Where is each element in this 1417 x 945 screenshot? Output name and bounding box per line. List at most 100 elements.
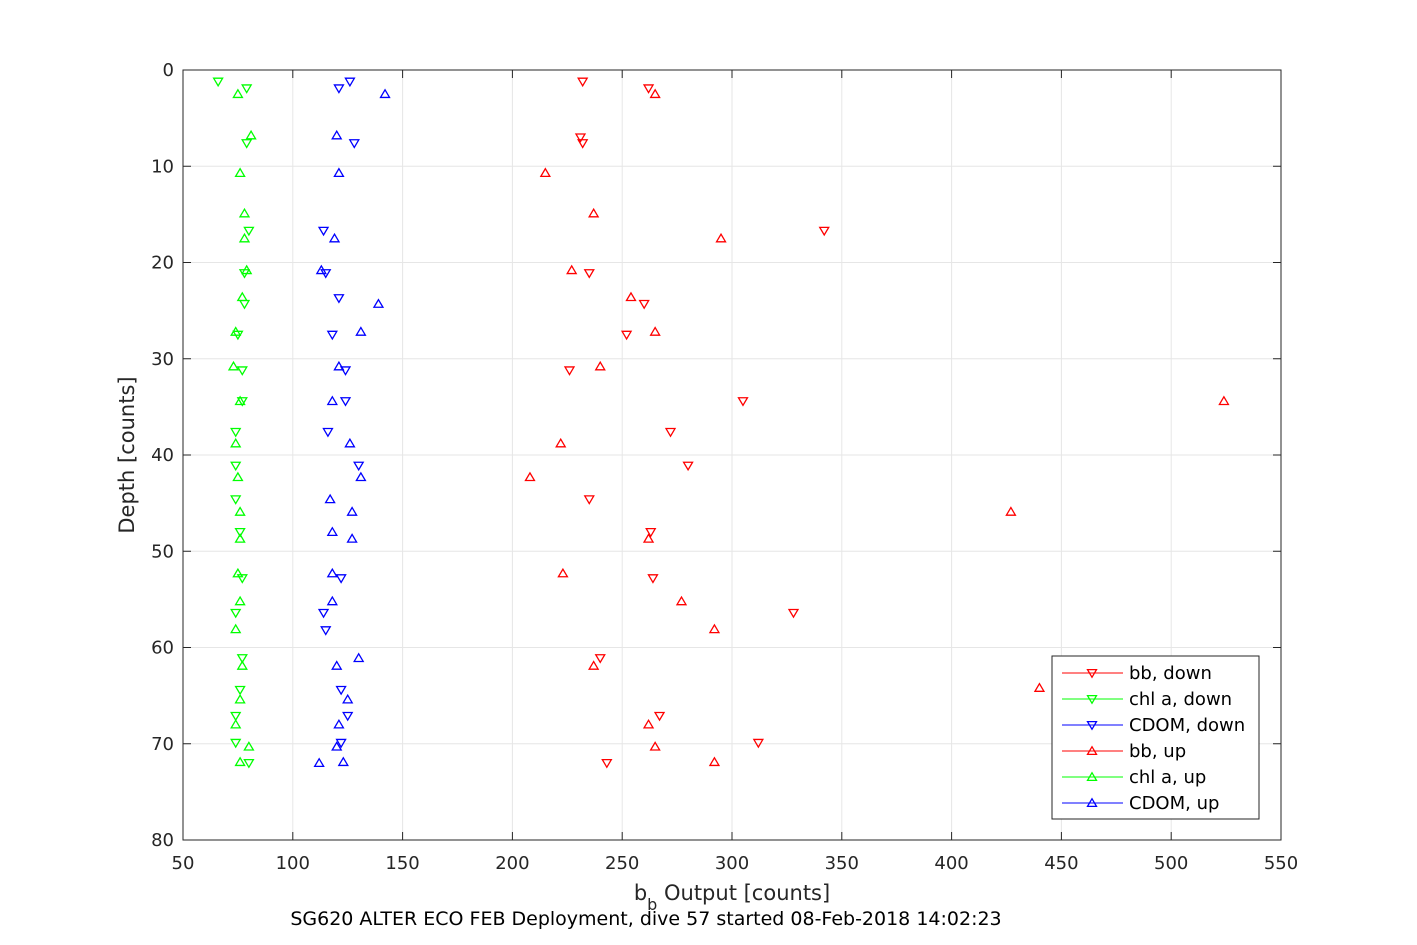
y-tick-label: 20: [151, 253, 174, 274]
marker-bb-down: [787, 608, 800, 619]
marker-cdom-up: [326, 395, 338, 406]
marker-chl-a-up: [234, 595, 246, 606]
marker-bb-down: [563, 366, 576, 376]
y-tick-label: 30: [151, 349, 174, 370]
marker-bb-up: [588, 207, 600, 218]
x-tick-label: 150: [385, 853, 419, 874]
legend-marker-cdom-up: [1086, 797, 1098, 808]
marker-cdom-up: [342, 693, 354, 704]
marker-chl-a-down: [230, 461, 242, 472]
marker-cdom-down: [320, 626, 332, 636]
marker-chl-a-down: [243, 758, 255, 769]
x-tick-label: 500: [1154, 853, 1188, 874]
marker-cdom-up: [346, 506, 358, 516]
marker-bb-up: [594, 360, 606, 371]
legend-marker-chl-a-up: [1086, 771, 1098, 782]
y-tick-label: 60: [151, 638, 174, 659]
marker-chl-a-down: [230, 495, 242, 505]
marker-bb-down: [642, 84, 655, 94]
x-tick-label: 300: [715, 853, 749, 874]
marker-bb-up: [539, 167, 551, 178]
legend-marker-bb-up: [1086, 745, 1098, 756]
axes: 50 100 150 200 250 300 350 400 450 500 550 0 10 20 30 4…: [151, 60, 1298, 874]
marker-chl-a-up: [236, 660, 248, 670]
marker-cdom-up: [313, 757, 325, 768]
marker-cdom-up: [355, 471, 367, 482]
marker-cdom-up: [333, 167, 345, 178]
marker-cdom-up: [372, 298, 385, 308]
marker-chl-a-up: [232, 567, 244, 578]
marker-bb-up: [588, 660, 600, 670]
marker-bb-down: [583, 269, 595, 279]
x-tick-label: 200: [495, 853, 529, 874]
legend-label-bb-up: bb, up: [1129, 741, 1186, 762]
legend-label-bb-down: bb, down: [1129, 663, 1212, 684]
legend-label-chl-a-up: chl a, up: [1129, 767, 1206, 788]
x-tick-label: 400: [934, 853, 968, 874]
marker-cdom-down: [335, 574, 347, 584]
marker-cdom-up: [379, 88, 391, 99]
marker-cdom-up: [326, 595, 338, 606]
marker-cdom-up: [337, 756, 349, 767]
marker-cdom-up: [326, 567, 338, 578]
marker-cdom-up: [333, 718, 345, 729]
legend-box: [1051, 655, 1260, 820]
marker-chl-a-up: [245, 129, 257, 140]
marker-chl-a-down: [230, 608, 242, 619]
marker-chl-a-up: [243, 741, 255, 751]
data-markers: [212, 77, 1230, 769]
x-tick-label: 450: [1044, 853, 1078, 874]
marker-chl-a-up: [230, 623, 242, 634]
marker-chl-a-down: [230, 711, 242, 722]
marker-bb-up: [524, 471, 536, 482]
marker-bb-up: [649, 88, 661, 99]
marker-chl-a-down: [241, 139, 253, 149]
marker-chl-a-down: [236, 654, 248, 664]
marker-chl-a-up: [234, 693, 246, 704]
marker-chl-a-down: [234, 527, 246, 538]
marker-cdom-down: [333, 84, 345, 94]
marker-cdom-down: [342, 711, 354, 722]
marker-chl-a-down: [230, 738, 242, 749]
marker-cdom-up: [346, 533, 358, 543]
y-tick-label: 40: [151, 445, 174, 466]
legend-marker-bb-down: [1086, 668, 1098, 679]
marker-cdom-up: [355, 326, 367, 336]
marker-bb-down: [577, 77, 589, 88]
marker-bb-down: [818, 226, 830, 237]
x-tick-label: 350: [825, 853, 859, 874]
marker-cdom-up: [315, 264, 327, 275]
marker-cdom-down: [335, 685, 347, 696]
x-tick-label: 100: [276, 853, 310, 874]
marker-chl-a-down: [236, 574, 248, 584]
marker-cdom-up: [324, 493, 336, 504]
marker-chl-a-up: [236, 291, 248, 302]
legend-items: bb, down chl a, down CDOM, down bb, up chl a…: [1062, 663, 1245, 814]
marker-cdom-up: [331, 741, 343, 751]
marker-chl-a-up: [234, 756, 246, 767]
legend-marker-cdom-down: [1086, 720, 1098, 731]
marker-chl-a-up: [238, 232, 251, 243]
legend-label-cdom-up: CDOM, up: [1129, 793, 1219, 814]
marker-chl-a-up: [232, 88, 244, 99]
marker-chl-a-up: [241, 264, 253, 275]
marker-chl-a-down: [236, 366, 248, 376]
marker-bb-down: [653, 711, 666, 722]
marker-bb-down: [601, 758, 613, 769]
y-axis-label: Depth [counts]: [115, 376, 139, 533]
x-axis-label-rest: Output [counts]: [657, 881, 830, 905]
y-tick-label: 0: [163, 60, 174, 81]
marker-chl-a-up: [234, 167, 246, 178]
marker-chl-a-down: [212, 77, 224, 88]
x-tick-label: 250: [605, 853, 639, 874]
marker-chl-a-up: [230, 437, 242, 448]
marker-bb-up: [675, 595, 688, 606]
marker-bb-up: [555, 437, 567, 448]
y-tick-label: 10: [151, 156, 174, 177]
marker-bb-up: [715, 232, 727, 243]
marker-bb-up: [708, 756, 721, 767]
marker-bb-down: [620, 330, 633, 341]
marker-chl-a-up: [234, 506, 246, 516]
y-tick-label: 70: [151, 734, 174, 755]
